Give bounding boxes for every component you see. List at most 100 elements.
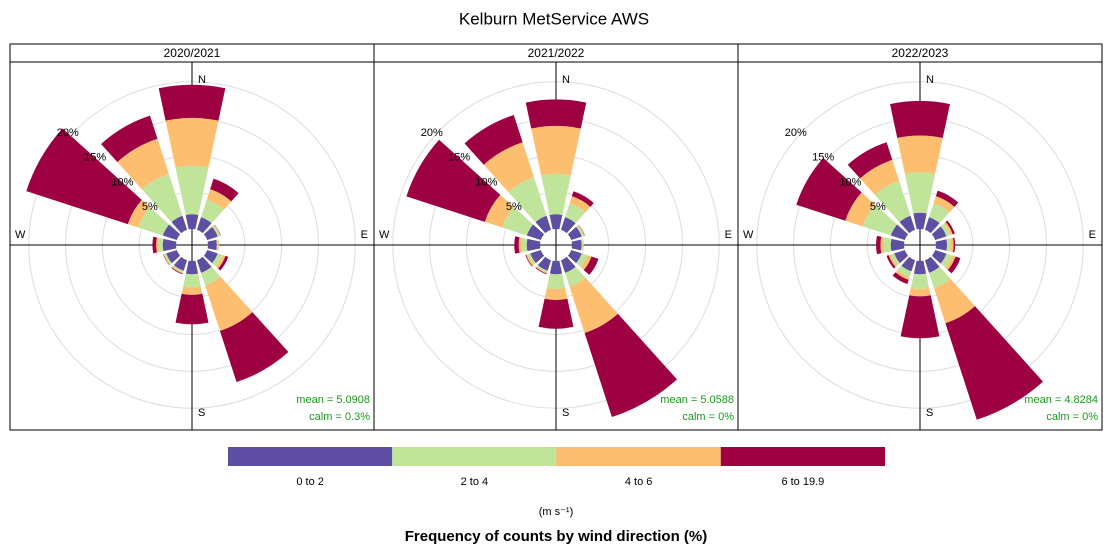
legend-label: 2 to 4 [461, 476, 489, 488]
compass-label: W [15, 229, 26, 241]
wedge [535, 267, 547, 275]
wedge [541, 173, 571, 215]
wedge [484, 194, 515, 228]
wedge [888, 254, 898, 268]
wedge [569, 277, 618, 334]
wedge [165, 117, 219, 168]
stat-label: mean = 5.0908 [296, 394, 370, 406]
wedge [796, 157, 862, 221]
wedge [571, 191, 594, 207]
wedge [584, 313, 678, 418]
wedge [931, 226, 947, 241]
wedge [571, 239, 582, 251]
r-tick-label: 20% [785, 127, 807, 139]
wedge [947, 256, 961, 274]
wedge [538, 298, 574, 329]
compass-label: W [743, 229, 754, 241]
wedge [945, 220, 955, 235]
wedge [890, 224, 909, 241]
wedge [164, 253, 172, 265]
wedge [565, 266, 586, 287]
wedge [913, 212, 927, 230]
wedge [181, 286, 203, 295]
compass-label: E [1089, 229, 1096, 241]
wedge [583, 256, 599, 275]
wedge [530, 249, 545, 264]
wedge [546, 273, 566, 289]
r-tick-label: 20% [57, 127, 79, 139]
wedge [219, 312, 289, 383]
wedge [185, 260, 199, 275]
wedge [845, 192, 876, 227]
wedge [578, 224, 585, 236]
compass-label: W [379, 229, 390, 241]
wedge [162, 224, 181, 241]
wedge [207, 239, 217, 251]
wedge [943, 221, 953, 236]
panel-frame [737, 61, 1103, 431]
wedge [897, 135, 943, 174]
wedge [526, 254, 534, 267]
wedge [406, 139, 501, 222]
stat-label: mean = 4.8284 [1024, 394, 1098, 406]
stat-label: calm = 0% [1046, 411, 1098, 423]
wedge [565, 203, 586, 224]
r-tick-label: 15% [448, 152, 470, 164]
wedge [531, 125, 581, 176]
wedge [535, 266, 547, 274]
wedge [525, 254, 533, 267]
wedge [117, 138, 169, 190]
wedge [158, 238, 164, 252]
chart-title: Kelburn MetService AWS [459, 9, 649, 28]
wedge [935, 239, 948, 251]
wedge [899, 215, 916, 234]
wedge [897, 265, 912, 278]
wedge [560, 256, 576, 273]
wedge [464, 114, 523, 165]
legend-swatch [228, 447, 393, 466]
wedge [152, 236, 157, 254]
wedge [525, 99, 587, 129]
wedge [172, 265, 184, 273]
wedge [206, 189, 232, 210]
compass-label: E [361, 229, 368, 241]
wedge [173, 256, 188, 271]
wedge [183, 273, 201, 288]
wedge [212, 225, 220, 237]
wedge [210, 178, 239, 202]
wedge [521, 237, 528, 253]
compass-label: N [562, 74, 570, 86]
stat-label: mean = 5.0588 [660, 394, 734, 406]
wedge [913, 260, 927, 275]
wedge [212, 253, 223, 267]
wedge [929, 203, 950, 224]
wedge [171, 266, 183, 274]
wedge [924, 256, 940, 273]
r-tick-label: 10% [111, 176, 133, 188]
wedge [536, 265, 548, 273]
r-tick-label: 5% [142, 201, 158, 213]
wedge [201, 199, 224, 224]
r-tick-label: 20% [421, 127, 443, 139]
wedge [216, 239, 219, 251]
wedge [185, 214, 199, 230]
legend-title: (m s⁻¹) [539, 506, 574, 518]
stat-label: calm = 0% [682, 411, 734, 423]
wedge [526, 224, 545, 241]
wedge [890, 100, 950, 138]
wedge [215, 254, 226, 269]
wedge [203, 249, 218, 264]
wedge [576, 253, 588, 268]
wedge [101, 115, 158, 163]
wedge [860, 159, 900, 195]
r-tick-label: 5% [870, 201, 886, 213]
wedge [171, 215, 188, 234]
wedge [213, 224, 221, 236]
wedge [156, 237, 160, 253]
wedge [890, 238, 905, 252]
wedge [127, 199, 151, 228]
wedge [508, 177, 547, 223]
wedge [909, 288, 931, 297]
